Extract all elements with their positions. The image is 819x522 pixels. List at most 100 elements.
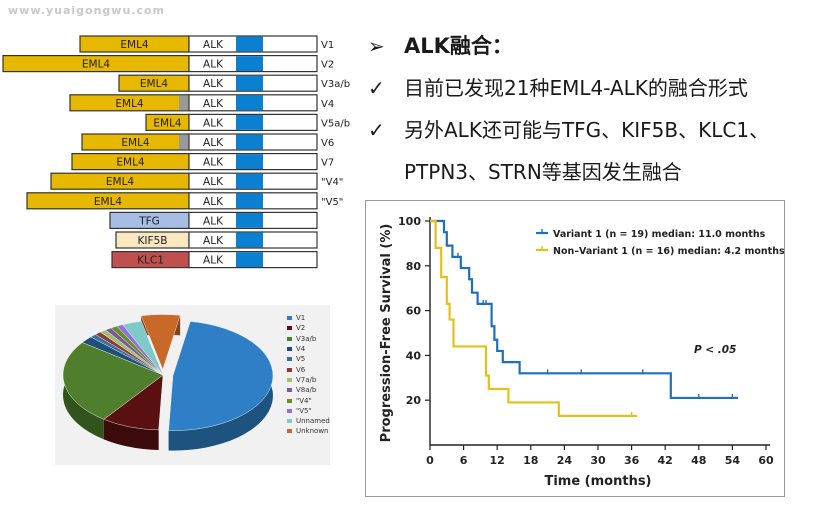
x-tick-label: 42 bbox=[658, 454, 673, 467]
y-tick-label: 100 bbox=[398, 215, 421, 228]
pie-slice bbox=[168, 321, 274, 431]
alk-label: ALK bbox=[203, 235, 224, 247]
bullet-line-1: ✓ 目前已发现21种EML4-ALK的融合形式 bbox=[368, 72, 748, 101]
x-tick-label: 18 bbox=[523, 454, 538, 467]
alk-label: ALK bbox=[203, 255, 224, 267]
fusion-row: EML4 ALK V2 bbox=[2, 55, 334, 73]
bullet-title: ALK融合： bbox=[404, 34, 513, 58]
pie-legend-item: V8a/b bbox=[287, 385, 330, 395]
nonvariant1-survival-curve bbox=[430, 219, 638, 417]
alk-label: ALK bbox=[203, 59, 224, 71]
fusion-row: KLC1 ALK bbox=[111, 251, 318, 269]
partner-label: EML4 bbox=[140, 78, 169, 90]
x-tick-label: 36 bbox=[624, 454, 640, 467]
variant-label: V6 bbox=[321, 138, 334, 149]
bullet-line-2-text: 另外ALK还可能与TFG、KIF5B、KLC1、 bbox=[404, 118, 770, 142]
pie-slice bbox=[62, 342, 164, 420]
watermark: www.yuaigongwu.com bbox=[8, 4, 166, 17]
legend-label: V8a/b bbox=[296, 386, 317, 395]
kinase-domain bbox=[236, 56, 263, 71]
variant-label: "V4" bbox=[321, 177, 343, 188]
partner-label: KIF5B bbox=[138, 235, 168, 247]
variant-pie-chart bbox=[62, 314, 274, 451]
gray-segment bbox=[179, 134, 189, 150]
x-tick-label: 30 bbox=[590, 454, 606, 467]
variant-label: V4 bbox=[321, 99, 334, 110]
variant-label: V5a/b bbox=[321, 118, 350, 129]
alk-label: ALK bbox=[203, 137, 224, 149]
legend-swatch bbox=[287, 408, 292, 413]
x-tick-label: 48 bbox=[691, 454, 706, 467]
legend-label: Unnamed bbox=[296, 417, 330, 426]
partner-label: TFG bbox=[138, 215, 160, 227]
legend-label: "V4" bbox=[296, 396, 312, 405]
legend-label: V5 bbox=[296, 355, 306, 364]
partner-label: KLC1 bbox=[137, 255, 164, 267]
pie-legend-item: V3a/b bbox=[287, 334, 330, 344]
gray-segment bbox=[179, 95, 189, 111]
y-tick-label: 40 bbox=[406, 349, 422, 362]
pie-slice bbox=[140, 314, 181, 371]
pie-legend-item: V7a/b bbox=[287, 375, 330, 385]
pie-legend-item: "V4" bbox=[287, 395, 330, 405]
fusion-row: EML4 ALK V3a/b bbox=[118, 74, 350, 92]
y-tick-label: 60 bbox=[406, 305, 422, 318]
legend-label: V6 bbox=[296, 365, 306, 374]
alk-label: ALK bbox=[203, 39, 224, 51]
pie-slice-side bbox=[103, 419, 159, 450]
fusion-row: EML4 ALK V4 bbox=[69, 94, 334, 112]
fusion-row: EML4 ALK V5a/b bbox=[145, 113, 350, 132]
legend-swatch bbox=[287, 336, 292, 341]
alk-label: ALK bbox=[203, 117, 224, 129]
kinase-domain bbox=[236, 134, 263, 150]
fusion-row: EML4 ALK "V5" bbox=[26, 192, 343, 210]
pie-slice bbox=[122, 321, 164, 376]
partner-label: EML4 bbox=[153, 117, 182, 129]
legend-swatch bbox=[287, 429, 292, 434]
pie-legend-item: V1 bbox=[287, 313, 330, 323]
y-axis-label: Progression-Free Survival (%) bbox=[379, 224, 394, 443]
kinase-domain bbox=[236, 115, 263, 130]
alk-label: ALK bbox=[203, 157, 224, 169]
legend-label: "V5" bbox=[296, 406, 312, 415]
pie-legend-item: V5 bbox=[287, 354, 330, 364]
variant-label: V2 bbox=[321, 60, 334, 71]
partner-label: EML4 bbox=[116, 157, 145, 169]
check-icon: ✓ bbox=[368, 76, 385, 100]
fusion-row: EML4 ALK V7 bbox=[71, 152, 334, 171]
pie-legend-item: "V5" bbox=[287, 406, 330, 416]
pie-legend-item: V2 bbox=[287, 323, 330, 333]
partner-label: EML4 bbox=[121, 137, 150, 149]
x-tick-label: 54 bbox=[725, 454, 741, 467]
kinase-domain bbox=[236, 232, 263, 248]
alk-label: ALK bbox=[203, 215, 224, 227]
legend-swatch bbox=[287, 367, 292, 372]
bullet-line-1-text: 目前已发现21种EML4-ALK的融合形式 bbox=[404, 76, 748, 100]
x-tick-label: 0 bbox=[426, 454, 434, 467]
kinase-domain bbox=[236, 193, 263, 209]
pie-legend-item: Unnamed bbox=[287, 416, 330, 426]
y-tick-label: 80 bbox=[406, 260, 422, 273]
legend-swatch bbox=[287, 357, 292, 362]
variant-label: V7 bbox=[321, 158, 334, 169]
legend-label: V1 bbox=[296, 314, 306, 323]
x-tick-label: 24 bbox=[557, 454, 573, 467]
kinase-domain bbox=[236, 36, 263, 52]
legend-swatch bbox=[287, 347, 292, 352]
pie-legend-item: Unknown bbox=[287, 426, 330, 436]
fusion-row: TFG ALK bbox=[109, 211, 318, 229]
fusion-row: EML4 ALK V1 bbox=[79, 35, 334, 53]
legend-entry: Non–Variant 1 (n = 16) median: 4.2 month… bbox=[553, 246, 785, 257]
legend-label: V7a/b bbox=[296, 375, 317, 384]
x-tick-label: 60 bbox=[758, 454, 774, 467]
kinase-domain bbox=[236, 95, 263, 111]
legend-entry: Variant 1 (n = 19) median: 11.0 months bbox=[553, 229, 766, 240]
legend-swatch bbox=[287, 316, 292, 321]
legend-swatch bbox=[287, 398, 292, 403]
legend-swatch bbox=[287, 326, 292, 331]
partner-label: EML4 bbox=[106, 176, 135, 188]
bullet-line-3-text: PTPN3、STRN等基因发生融合 bbox=[404, 160, 682, 184]
pie-panel: V1 V2 V3a/b V4 V5 V6 V7a/b V8a/b "V4" "V5" Unnamed… bbox=[55, 305, 330, 465]
partner-label: EML4 bbox=[115, 98, 144, 110]
x-tick-label: 12 bbox=[490, 454, 505, 467]
